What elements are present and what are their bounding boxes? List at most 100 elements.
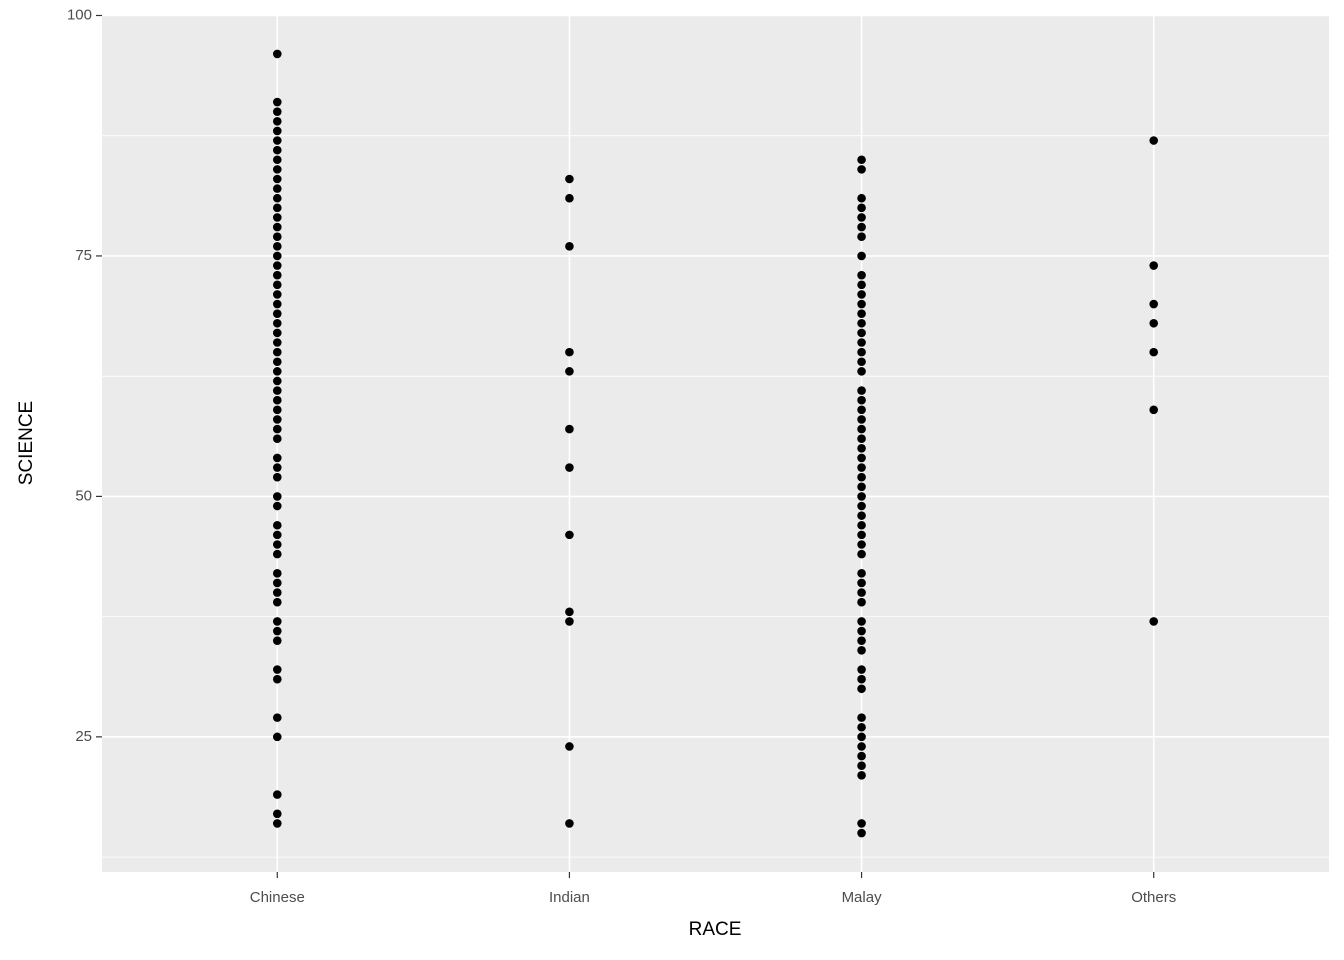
point xyxy=(565,174,574,184)
point xyxy=(857,405,866,415)
point xyxy=(857,501,866,511)
point xyxy=(272,299,282,309)
point xyxy=(857,232,866,242)
point xyxy=(565,819,574,828)
x-tick-label: Malay xyxy=(842,889,883,906)
point xyxy=(272,713,282,722)
point xyxy=(272,415,282,424)
point xyxy=(272,367,282,376)
point xyxy=(272,790,282,799)
point xyxy=(857,828,866,838)
point xyxy=(1149,347,1159,357)
point xyxy=(1149,617,1159,626)
point xyxy=(272,376,282,386)
point xyxy=(565,607,574,617)
point xyxy=(857,213,866,222)
point xyxy=(857,347,866,357)
point xyxy=(272,809,282,819)
x-tick-label: Chinese xyxy=(250,889,305,906)
point xyxy=(857,684,866,694)
point xyxy=(1149,318,1159,328)
point xyxy=(272,203,282,213)
point xyxy=(857,299,866,309)
point xyxy=(857,549,866,559)
point xyxy=(1149,136,1159,145)
point xyxy=(272,213,282,222)
point xyxy=(857,742,866,751)
point xyxy=(272,193,282,203)
point xyxy=(272,636,282,645)
point xyxy=(272,280,282,290)
point xyxy=(272,97,282,107)
point xyxy=(272,165,282,174)
point xyxy=(272,626,282,636)
point xyxy=(272,174,282,184)
y-axis-title: SCIENCE xyxy=(16,401,37,485)
point xyxy=(857,578,866,588)
point xyxy=(272,617,282,626)
point xyxy=(272,232,282,242)
point xyxy=(565,347,574,357)
point xyxy=(272,222,282,232)
point xyxy=(857,569,866,578)
point xyxy=(272,501,282,511)
point xyxy=(857,665,866,674)
point xyxy=(857,597,866,607)
point xyxy=(857,328,866,338)
point xyxy=(857,645,866,655)
point xyxy=(272,588,282,597)
point xyxy=(857,357,866,367)
point xyxy=(857,771,866,780)
x-tick-label: Indian xyxy=(549,889,590,906)
point xyxy=(857,280,866,290)
point xyxy=(1149,261,1159,270)
point xyxy=(272,472,282,482)
point xyxy=(857,222,866,232)
point xyxy=(272,145,282,155)
point xyxy=(272,251,282,261)
point xyxy=(857,819,866,828)
point xyxy=(857,713,866,722)
point xyxy=(565,463,574,472)
point xyxy=(272,328,282,338)
point xyxy=(272,270,282,280)
point xyxy=(857,453,866,463)
point xyxy=(272,290,282,299)
point xyxy=(272,569,282,578)
point xyxy=(857,540,866,549)
point xyxy=(857,434,866,443)
point xyxy=(272,665,282,674)
point xyxy=(1149,299,1159,309)
point xyxy=(272,530,282,540)
point xyxy=(857,155,866,165)
panel xyxy=(102,15,1329,872)
point xyxy=(272,309,282,318)
point xyxy=(857,444,866,453)
point xyxy=(857,203,866,213)
point xyxy=(857,290,866,299)
point xyxy=(272,107,282,116)
point xyxy=(272,434,282,443)
point xyxy=(565,424,574,434)
point xyxy=(857,309,866,318)
point xyxy=(857,251,866,261)
point xyxy=(272,386,282,395)
point xyxy=(272,819,282,828)
point xyxy=(857,472,866,482)
point xyxy=(857,588,866,597)
point xyxy=(272,116,282,126)
point xyxy=(565,530,574,540)
point xyxy=(272,674,282,684)
point xyxy=(272,405,282,415)
point xyxy=(857,761,866,771)
point xyxy=(857,165,866,174)
point xyxy=(565,617,574,626)
point xyxy=(1149,405,1159,415)
point xyxy=(857,367,866,376)
point xyxy=(857,674,866,684)
point xyxy=(857,338,866,347)
point xyxy=(272,395,282,405)
point xyxy=(857,511,866,520)
point xyxy=(272,126,282,136)
